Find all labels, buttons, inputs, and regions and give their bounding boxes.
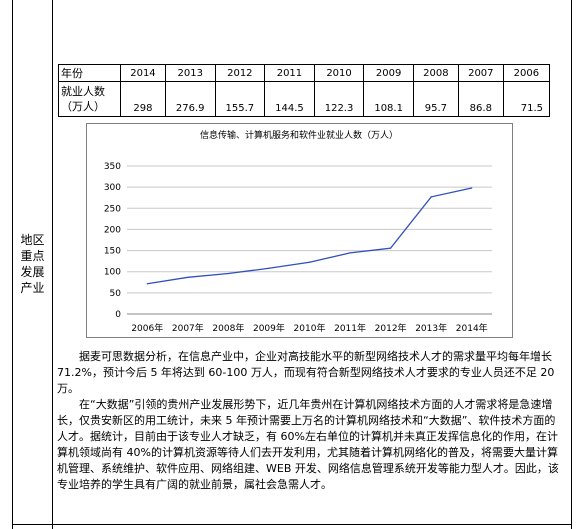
table-cell: 71.5 bbox=[502, 81, 551, 117]
x-tick-label: 2007年 bbox=[172, 322, 204, 334]
chart-y-axis: 0 50 100 150 200 250 300 350 bbox=[104, 162, 121, 320]
table-cell: 122.3 bbox=[313, 81, 365, 117]
data-point bbox=[349, 252, 351, 254]
series-line bbox=[147, 187, 472, 285]
table-cell: 2014 bbox=[120, 64, 166, 82]
y-tick-label: 200 bbox=[104, 225, 121, 235]
table-cell: 95.7 bbox=[412, 81, 459, 117]
table-border-right bbox=[571, 0, 572, 529]
x-tick-label: 2010年 bbox=[294, 322, 326, 334]
y-tick-label: 50 bbox=[110, 289, 122, 299]
table-cell: 276.9 bbox=[164, 81, 216, 117]
table-cell: 2008 bbox=[412, 64, 459, 82]
table-cell: 144.5 bbox=[264, 81, 315, 117]
data-point bbox=[227, 272, 229, 275]
side-label-line: 发展 bbox=[20, 265, 45, 279]
table-cell: 2009 bbox=[363, 64, 414, 82]
x-tick-label: 2012年 bbox=[375, 322, 407, 334]
table-cell: 298 bbox=[120, 81, 166, 117]
table-border-bottom bbox=[12, 524, 572, 525]
chart-series bbox=[146, 187, 473, 285]
header-line: 就业人数 bbox=[61, 85, 105, 98]
employment-data-table: 年份 2014 2013 2012 2011 2010 2009 2008 20… bbox=[58, 64, 551, 117]
table-row-years: 年份 2014 2013 2012 2011 2010 2009 2008 20… bbox=[58, 64, 551, 82]
data-point bbox=[146, 283, 148, 285]
header-line: （万人） bbox=[61, 100, 105, 113]
y-tick-label: 300 bbox=[104, 183, 121, 193]
y-tick-label: 250 bbox=[104, 204, 121, 214]
table-header-year: 年份 bbox=[58, 64, 121, 82]
x-tick-label: 2008年 bbox=[212, 322, 244, 334]
table-cell: 2013 bbox=[164, 64, 216, 82]
data-point bbox=[187, 276, 189, 278]
table-cell: 108.1 bbox=[363, 81, 414, 117]
x-tick-label: 2013年 bbox=[415, 322, 447, 334]
y-tick-label: 150 bbox=[104, 247, 121, 257]
y-tick-label: 0 bbox=[115, 310, 121, 320]
paragraph-guizhou-outlook: 在“大数据”引领的贵州产业发展形势下，近几年贵州在计算机网络技术方面的人才需求将… bbox=[57, 398, 559, 491]
table-cell: 2010 bbox=[313, 64, 365, 82]
data-point bbox=[390, 247, 392, 249]
table-cell: 2006 bbox=[502, 64, 551, 82]
data-point bbox=[308, 261, 311, 263]
table-cell: 2011 bbox=[264, 64, 315, 82]
table-cell: 2012 bbox=[214, 64, 266, 82]
table-cell: 2007 bbox=[457, 64, 504, 82]
data-point bbox=[430, 196, 432, 198]
chart-canvas: 信息传输、计算机服务和软件业就业人数（万人） 0 50 100 150 200 250 30… bbox=[104, 129, 492, 334]
y-tick-label: 350 bbox=[104, 162, 121, 172]
row-category-label: 地区 重点 发展 产业 bbox=[13, 232, 52, 296]
x-tick-label: 2009年 bbox=[253, 322, 285, 334]
employment-line-chart: 信息传输、计算机服务和软件业就业人数（万人） 0 50 100 150 200 250 30… bbox=[86, 123, 513, 338]
paragraph-demand-analysis: 据麦可思数据分析，在信息产业中，企业对高技能水平的新型网络技术人才的需求量平均每… bbox=[57, 350, 555, 395]
table-border-left bbox=[12, 0, 13, 529]
table-header-employment: 就业人数 （万人） bbox=[58, 81, 121, 117]
chart-x-axis: 2006年 2007年 2008年 2009年 2010年 2011年 2012年 2013年… bbox=[131, 322, 487, 334]
y-tick-label: 100 bbox=[104, 268, 121, 278]
table-cell: 86.8 bbox=[457, 81, 504, 117]
x-tick-label: 2014年 bbox=[456, 322, 488, 334]
side-label-line: 产业 bbox=[20, 281, 45, 295]
data-point bbox=[471, 187, 473, 189]
table-border-divider bbox=[52, 0, 53, 529]
x-tick-label: 2006年 bbox=[131, 322, 163, 334]
chart-gridlines bbox=[127, 165, 492, 315]
side-label-line: 地区 bbox=[20, 233, 45, 247]
side-label-line: 重点 bbox=[20, 249, 45, 263]
chart-title: 信息传输、计算机服务和软件业就业人数（万人） bbox=[200, 129, 398, 141]
x-tick-label: 2011年 bbox=[334, 322, 366, 334]
data-point bbox=[268, 267, 270, 269]
table-cell: 155.7 bbox=[214, 81, 266, 117]
table-row-employment: 就业人数 （万人） 298 276.9 155.7 144.5 122.3 10… bbox=[58, 81, 551, 117]
